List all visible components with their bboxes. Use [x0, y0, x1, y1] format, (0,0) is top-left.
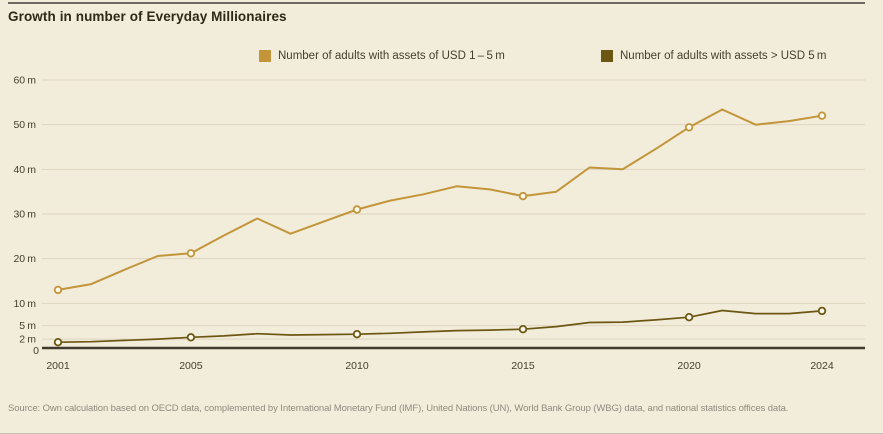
- x-tick-label-2001: 2001: [46, 360, 70, 372]
- chart-title: Growth in number of Everyday Millionaire…: [8, 9, 287, 24]
- marker-usd-over-5m-2024: [817, 306, 827, 316]
- x-tick-label-2024: 2024: [810, 360, 834, 372]
- y-tick-label-60: 60 m: [13, 75, 36, 87]
- marker-usd-1-5m-2005: [186, 249, 196, 258]
- marker-usd-over-5m-2015: [518, 325, 528, 334]
- y-tick-label-20: 20 m: [13, 253, 36, 265]
- marker-usd-1-5m-2024: [817, 111, 827, 120]
- y-tick-label-50: 50 m: [13, 119, 36, 131]
- legend-label-usd-over-5m: Number of adults with assets > USD 5 m: [620, 50, 827, 62]
- x-tick-label-2020: 2020: [677, 360, 701, 372]
- marker-usd-over-5m-2005: [186, 333, 196, 342]
- marker-usd-1-5m-2010: [352, 205, 362, 214]
- legend-item-usd-1-5m: Number of adults with assets of USD 1 – …: [259, 50, 505, 62]
- y-tick-label-30: 30 m: [13, 209, 36, 221]
- legend-label-usd-1-5m: Number of adults with assets of USD 1 – …: [278, 50, 505, 62]
- y-tick-label-2: 2 m: [19, 334, 36, 346]
- marker-usd-1-5m-2020: [684, 123, 694, 132]
- marker-usd-1-5m-2015: [518, 191, 528, 201]
- y-tick-label-0: 0: [33, 345, 39, 357]
- marker-usd-1-5m-2001: [53, 285, 63, 295]
- source-note: Source: Own calculation based on OECD da…: [8, 403, 789, 414]
- series-line-usd-over-5m: [57, 309, 823, 344]
- legend-swatch-usd-1-5m: [259, 50, 271, 62]
- x-tick-label-2015: 2015: [511, 360, 535, 372]
- marker-usd-over-5m-2010: [352, 330, 362, 339]
- legend-swatch-usd-over-5m: [601, 50, 613, 62]
- y-tick-label-40: 40 m: [13, 164, 36, 176]
- series-line-usd-1-5m: [57, 108, 823, 291]
- top-rule: [8, 2, 865, 4]
- y-tick-label-10: 10 m: [13, 298, 36, 310]
- x-tick-label-2005: 2005: [179, 360, 203, 372]
- y-tick-label-5: 5 m: [19, 320, 36, 332]
- marker-usd-over-5m-2001: [53, 338, 63, 347]
- marker-usd-over-5m-2020: [684, 313, 694, 322]
- legend-item-usd-over-5m: Number of adults with assets > USD 5 m: [601, 50, 827, 62]
- x-tick-label-2010: 2010: [345, 360, 369, 372]
